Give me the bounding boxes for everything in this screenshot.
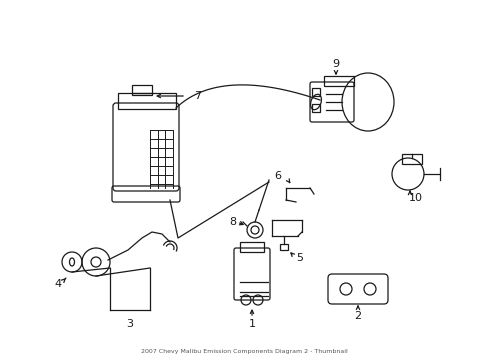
Bar (311, 104, 319, 112)
Text: 1: 1 (248, 319, 255, 329)
Text: 8: 8 (229, 217, 236, 227)
Bar (324, 76, 353, 86)
Text: 9: 9 (332, 59, 339, 69)
Text: 2: 2 (354, 311, 361, 321)
Bar (280, 244, 287, 250)
Text: 4: 4 (54, 279, 61, 289)
Text: 5: 5 (296, 253, 303, 263)
Bar (118, 93, 176, 109)
Text: 10: 10 (408, 193, 422, 203)
Bar (311, 88, 319, 96)
Bar (240, 242, 264, 252)
Text: 6: 6 (274, 171, 281, 181)
Text: 2007 Chevy Malibu Emission Components Diagram 2 - Thumbnail: 2007 Chevy Malibu Emission Components Di… (141, 349, 346, 354)
Bar (132, 85, 152, 95)
Text: 3: 3 (126, 319, 133, 329)
Text: 7: 7 (194, 91, 201, 101)
Bar (401, 154, 421, 164)
